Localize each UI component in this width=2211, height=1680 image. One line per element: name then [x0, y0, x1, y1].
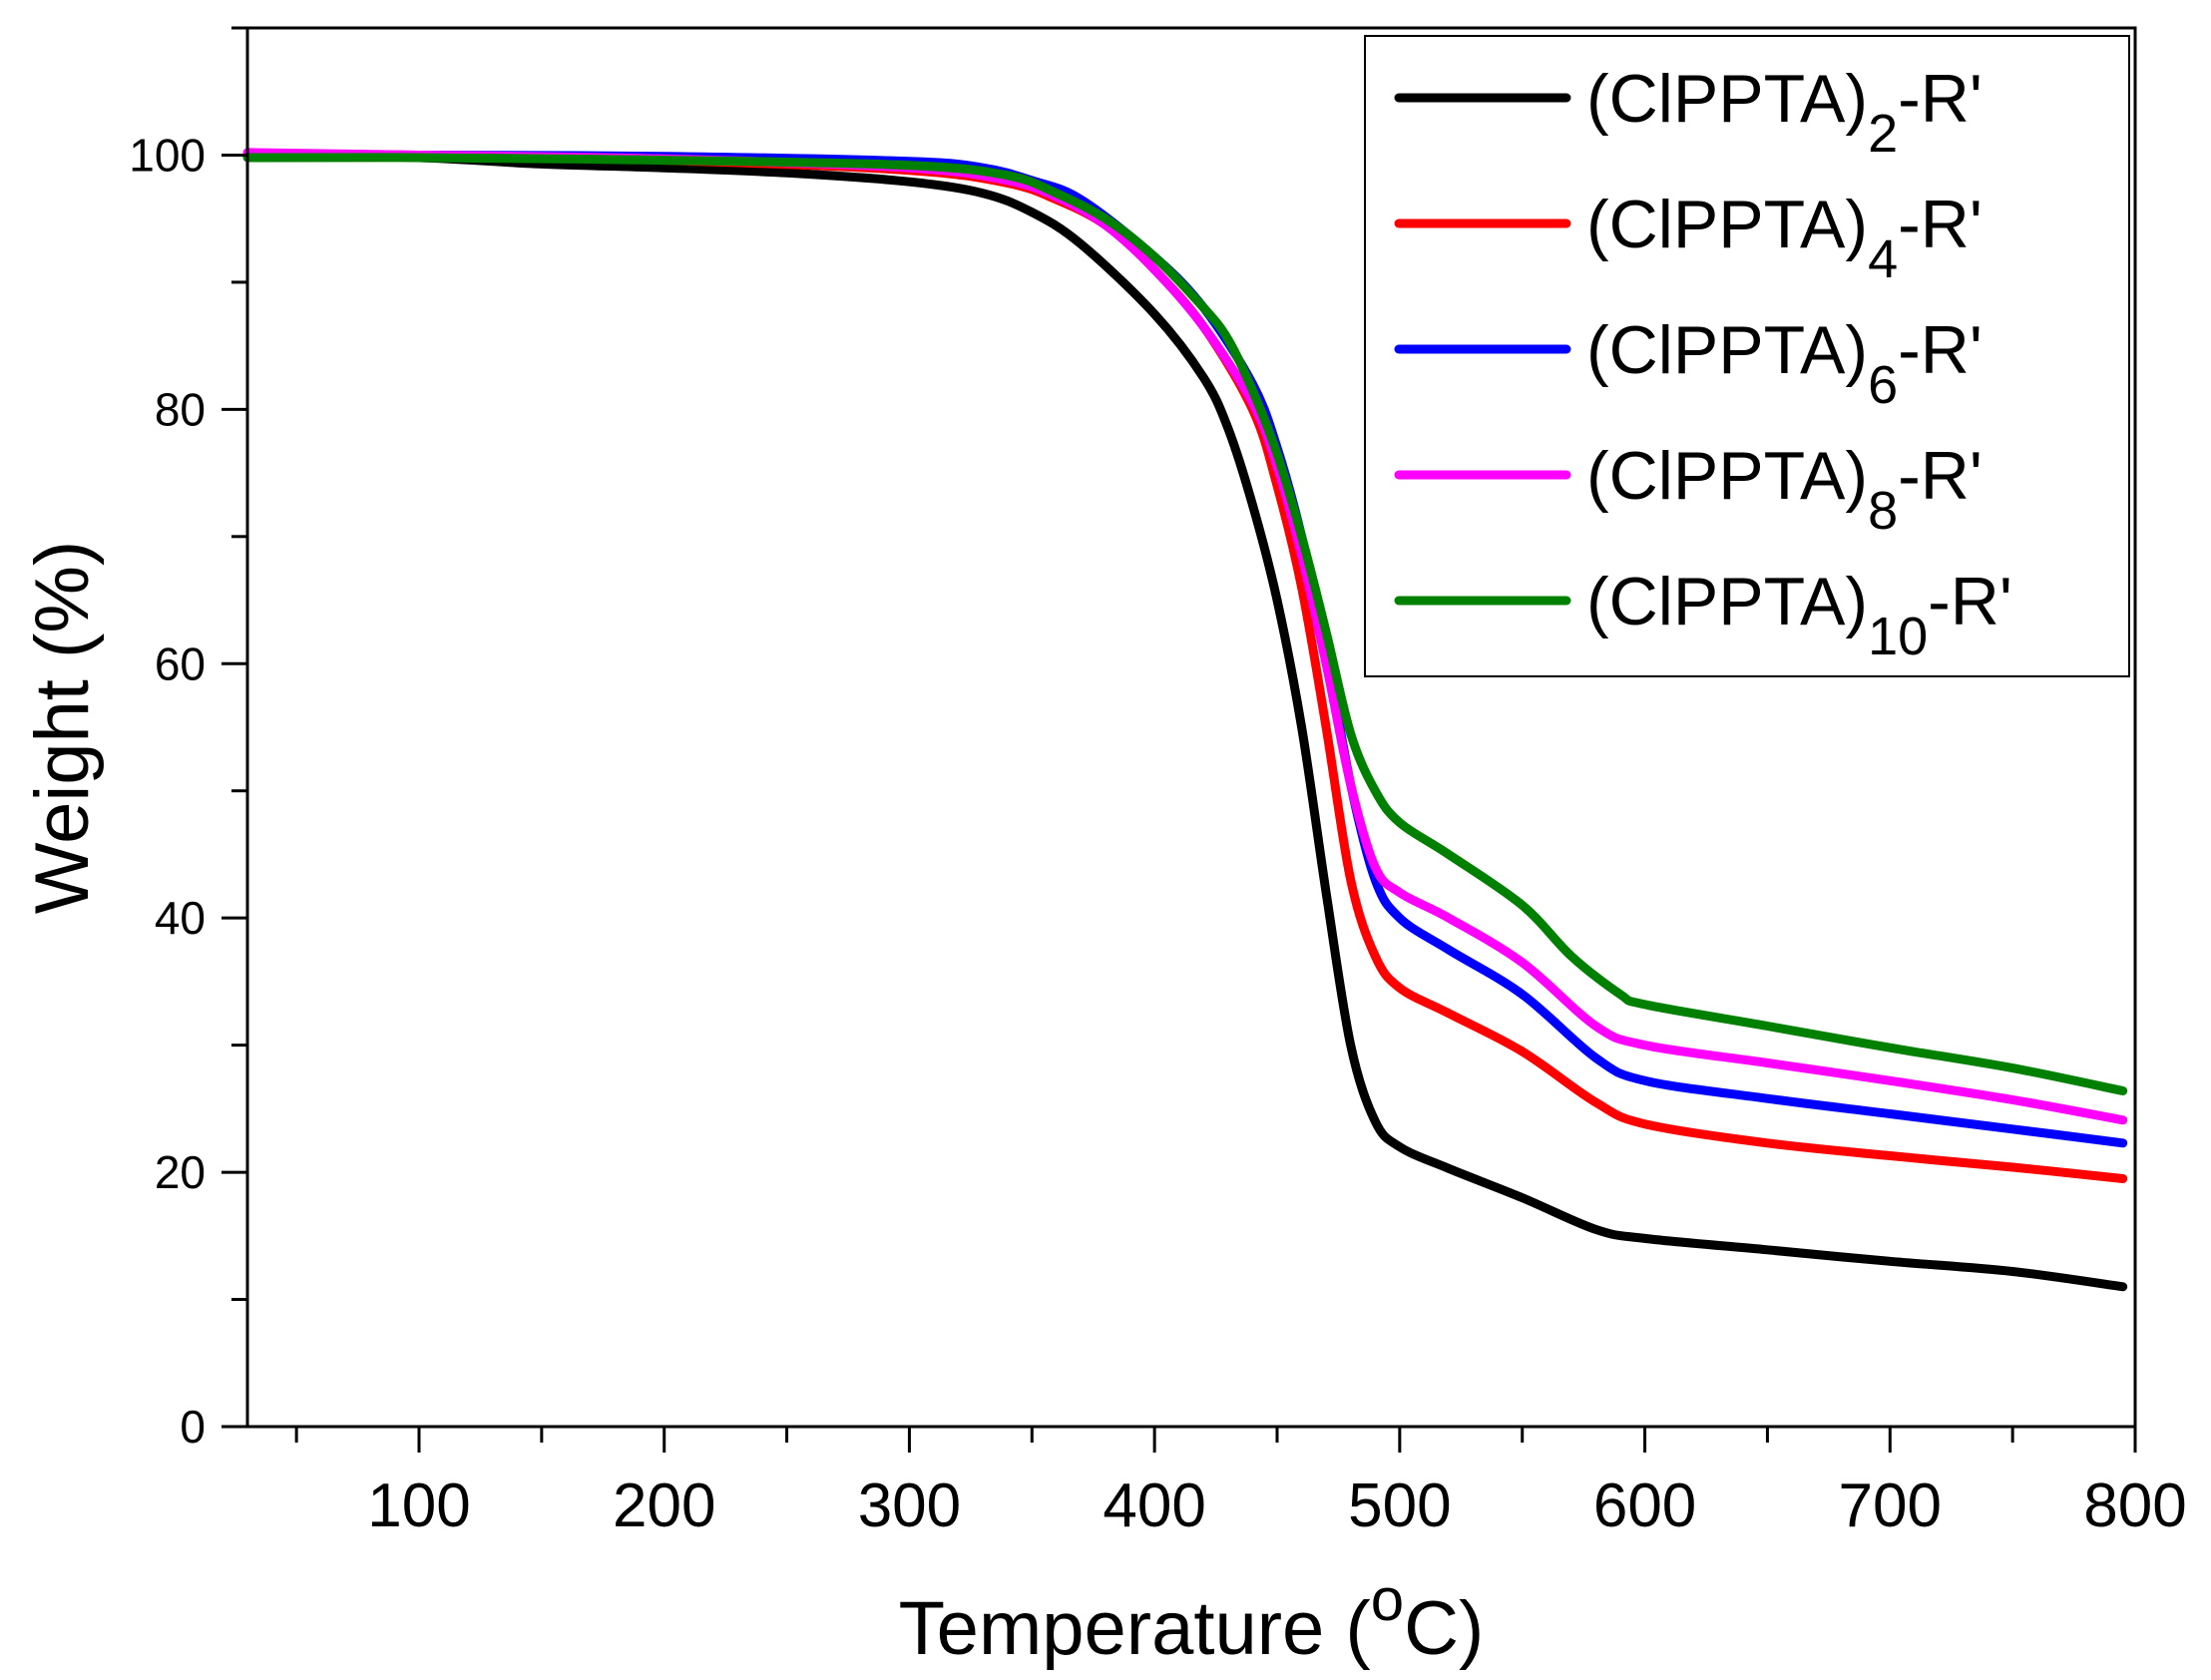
y-tick-label: 20 [155, 1146, 206, 1198]
legend-label-suffix: -R' [1898, 312, 1983, 388]
legend: (ClPPTA)2-R'(ClPPTA)4-R'(ClPPTA)6-R'(ClP… [1364, 35, 2130, 677]
legend-box [1364, 35, 2130, 677]
x-tick-label: 400 [1103, 1471, 1205, 1540]
x-axis-title-unit: C) [1404, 1586, 1484, 1671]
x-tick-label: 600 [1593, 1471, 1696, 1540]
legend-label-10: (ClPPTA)10-R' [1586, 564, 2012, 666]
y-tick-label: 100 [129, 129, 206, 181]
legend-label-main: (ClPPTA) [1586, 564, 1868, 639]
y-tick-label: 40 [155, 892, 206, 944]
legend-label-2: (ClPPTA)2-R' [1586, 61, 1983, 164]
x-axis-title: Temperature (oC) [899, 1566, 1485, 1671]
legend-label-subscript: 10 [1868, 607, 1928, 666]
x-tick-label: 300 [858, 1471, 961, 1540]
y-axis-title: Weight (%) [20, 541, 105, 914]
legend-label-suffix: -R' [1898, 438, 1983, 514]
legend-label-subscript: 6 [1868, 355, 1898, 415]
legend-label-subscript: 8 [1868, 481, 1898, 541]
legend-label-suffix: -R' [1898, 187, 1983, 262]
legend-label-main: (ClPPTA) [1586, 61, 1868, 137]
plot-frame [245, 26, 2137, 1429]
x-tick-label: 700 [1839, 1471, 1942, 1540]
legend-label-suffix: -R' [1928, 564, 2012, 639]
y-tick-label: 80 [155, 383, 206, 435]
y-tick-label: 0 [180, 1401, 206, 1453]
legend-label-main: (ClPPTA) [1586, 187, 1868, 262]
series-line-10 [242, 153, 2128, 1095]
legend-label-subscript: 2 [1868, 104, 1898, 164]
legend-label-suffix: -R' [1898, 61, 1983, 137]
legend-label-subscript: 4 [1868, 229, 1898, 289]
x-tick-label: 500 [1348, 1471, 1451, 1540]
x-axis: 100 200 300 400 500 600 700 800 [294, 1427, 2187, 1540]
y-tick-label: 60 [155, 637, 206, 689]
legend-label-4: (ClPPTA)4-R' [1586, 187, 1983, 289]
x-axis-title-main: Temperature ( [899, 1586, 1371, 1671]
series-line-2 [242, 151, 2128, 1292]
x-axis-title-superscript: o [1371, 1566, 1404, 1633]
legend-label-8: (ClPPTA)8-R' [1586, 438, 1983, 541]
legend-label-6: (ClPPTA)6-R' [1586, 312, 1983, 415]
data-curves [242, 148, 2128, 1292]
legend-label-main: (ClPPTA) [1586, 438, 1868, 514]
x-tick-label: 100 [367, 1471, 470, 1540]
legend-label-main: (ClPPTA) [1586, 312, 1868, 388]
x-tick-label: 800 [2083, 1471, 2186, 1540]
y-axis: 0 20 40 60 80 100 [129, 26, 247, 1453]
x-tick-label: 200 [613, 1471, 715, 1540]
